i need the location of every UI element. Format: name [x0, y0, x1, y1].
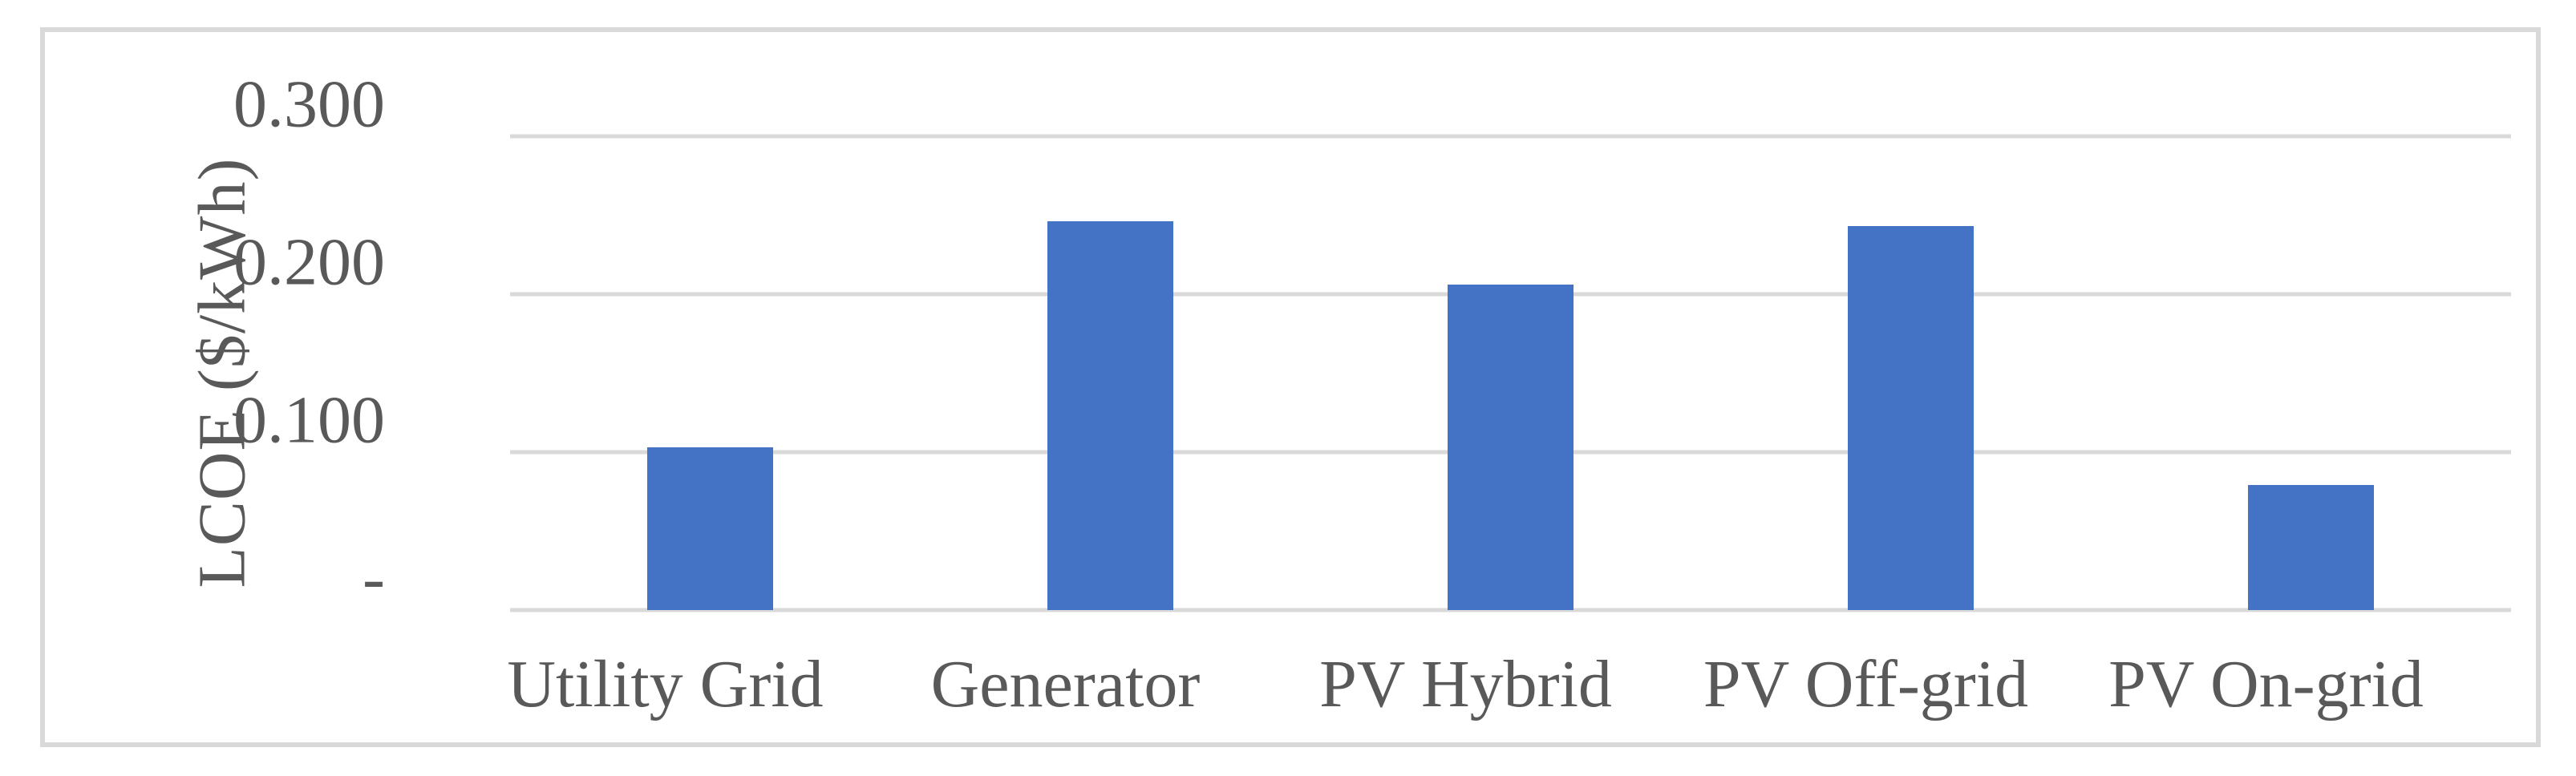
- bar-pv-on-grid: [2248, 485, 2374, 610]
- x-category-label: PV Hybrid: [1319, 647, 1612, 721]
- y-tick-label: -: [363, 540, 385, 616]
- bar-utility-grid: [647, 447, 773, 610]
- gridline: [510, 608, 2511, 612]
- x-category-label: PV Off-grid: [1703, 647, 2029, 721]
- plot-area: [510, 134, 2511, 612]
- y-tick-label: 0.100: [233, 382, 385, 458]
- bar-pv-off-grid: [1848, 226, 1974, 610]
- gridline: [510, 134, 2511, 139]
- x-category-label: Utility Grid: [507, 647, 824, 721]
- bar-generator: [1047, 221, 1173, 610]
- y-axis-title: LCOE ($/kWh): [184, 157, 260, 588]
- chart-frame: LCOE ($/kWh) 0.300 0.200 0.100 - Utility Gri…: [40, 27, 2541, 747]
- x-category-label: Generator: [930, 647, 1201, 721]
- bar-pv-hybrid: [1448, 285, 1574, 610]
- x-category-label: PV On-grid: [2108, 647, 2424, 721]
- y-tick-label: 0.300: [233, 67, 385, 142]
- y-tick-label: 0.200: [233, 224, 385, 300]
